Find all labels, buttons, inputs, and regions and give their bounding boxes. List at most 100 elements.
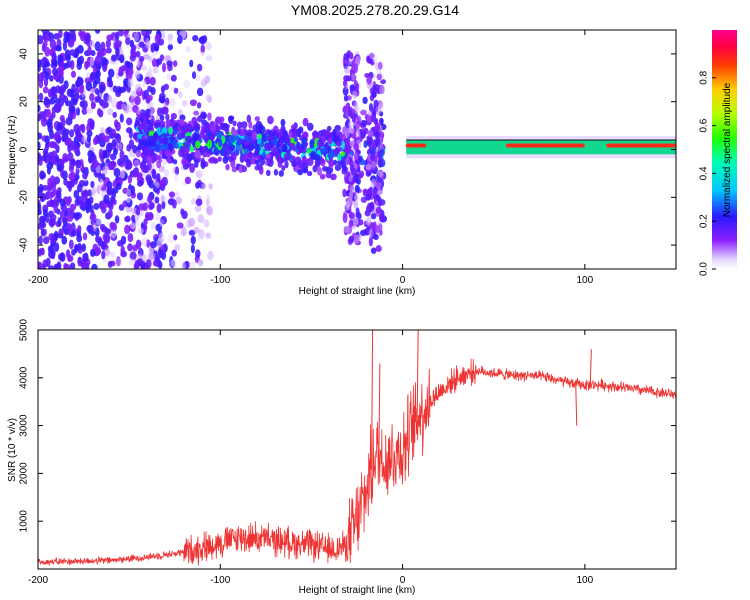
spectrogram-blob <box>152 259 158 267</box>
spectrogram-blob <box>353 216 359 226</box>
spectrogram-blob <box>186 45 191 53</box>
spectrogram-blob <box>353 173 359 182</box>
spectrogram-blob <box>279 140 284 149</box>
spectrogram-blob <box>347 107 353 117</box>
spectrogram-blob <box>136 180 144 187</box>
spectrogram-blob <box>77 225 82 233</box>
spectrogram-blob <box>170 74 177 82</box>
spectrogram-blob <box>145 40 151 49</box>
spectrogram-blob <box>197 234 204 242</box>
spectrogram-blob <box>126 188 131 196</box>
spectrogram-blob <box>174 166 180 176</box>
spectrogram-blob <box>334 147 340 154</box>
spectrogram-blob <box>147 212 154 220</box>
spectrogram-blob <box>340 151 346 157</box>
spectrogram-blob <box>192 132 198 141</box>
spectrogram-blob <box>342 213 348 224</box>
spectrogram-blob <box>106 94 113 103</box>
spectrogram-blob <box>48 98 56 105</box>
spectrogram-blob <box>56 262 61 269</box>
spectrogram-blob <box>173 173 179 183</box>
spectrogram-blob <box>133 159 140 167</box>
spectrogram-blob <box>38 34 44 45</box>
spectrogram-blob <box>267 115 274 125</box>
spectrogram-blob <box>52 67 58 76</box>
spectrogram-blob <box>66 214 74 222</box>
spectrogram-blob <box>63 262 68 269</box>
spectrogram-blob <box>283 129 288 137</box>
spectrogram-blob <box>64 49 71 60</box>
spectrogram-blob <box>197 259 204 268</box>
spectrogram-blob <box>143 218 148 226</box>
spectrogram-blob <box>344 65 351 75</box>
spectrogram-blob <box>86 224 94 233</box>
spectrogram-blob <box>367 129 374 137</box>
spectrogram-blob <box>79 84 84 95</box>
spectrogram-blob <box>349 84 356 92</box>
spectrogram-layer <box>38 30 676 269</box>
spectrogram-blob <box>374 225 381 234</box>
spectrogram-blob <box>174 244 181 252</box>
spectrogram-blob <box>151 58 157 67</box>
spectrogram-blob <box>64 209 69 217</box>
spectrogram-blob <box>68 104 75 113</box>
spectrogram-blob <box>97 107 102 116</box>
spectrogram-blob <box>89 56 95 67</box>
spectrogram-blob <box>38 209 42 216</box>
spectrogram-blob <box>146 94 153 102</box>
spectrogram-blob <box>375 194 381 202</box>
spectrogram-blob <box>138 41 145 48</box>
spectrogram-blob <box>51 51 57 60</box>
tone-peak <box>405 143 427 148</box>
spectrogram-blob <box>160 30 166 40</box>
spectrogram-blob <box>368 102 374 112</box>
spectrogram-blob <box>248 120 253 129</box>
spectrogram-blob <box>345 130 350 138</box>
spectrogram-blob <box>195 181 200 189</box>
spectrogram-y-tick-label: 20 <box>19 96 30 108</box>
spectrogram-blob <box>63 95 69 104</box>
spectrogram-blob <box>375 206 382 214</box>
spectrogram-blob <box>85 81 93 92</box>
spectrogram-blob <box>152 66 159 74</box>
snr-spike <box>378 363 381 457</box>
spectrogram-blob <box>85 71 91 79</box>
spectrogram-blob <box>119 113 124 123</box>
spectrogram-blob <box>150 54 155 61</box>
spectrogram-blob <box>38 132 43 140</box>
tone-peak <box>606 143 676 148</box>
spectrogram-blob <box>72 212 80 220</box>
spectrogram-blob <box>349 163 354 173</box>
spectrogram-blob <box>265 169 271 177</box>
spectrogram-blob <box>348 235 355 244</box>
spectrogram-blob <box>241 121 248 129</box>
spectrogram-blob <box>348 120 354 129</box>
spectrogram-blob <box>115 257 122 267</box>
spectrogram-blob <box>351 112 357 123</box>
spectrogram-blob <box>335 140 342 147</box>
spectrogram-blob <box>76 234 83 243</box>
spectrogram-blob <box>109 221 115 230</box>
spectrogram-blob <box>141 237 148 247</box>
spectrogram-blob <box>69 129 75 138</box>
spectrogram-blob <box>136 192 144 201</box>
spectrogram-blob <box>167 38 173 46</box>
spectrogram-blob <box>154 44 160 52</box>
spectrogram-blob <box>179 114 186 121</box>
spectrogram-blob <box>376 73 383 81</box>
spectrogram-blob <box>219 148 226 157</box>
spectrogram-blob <box>360 109 367 116</box>
spectrogram-blob <box>229 144 236 151</box>
colorbar-tick-label: 0.2 <box>699 214 710 228</box>
spectrogram-blob <box>354 184 360 193</box>
spectrogram-blob <box>143 127 149 134</box>
spectrogram-blob <box>198 170 203 181</box>
spectrogram-blob <box>110 229 117 239</box>
snr-spike <box>575 383 578 426</box>
spectrogram-blob <box>60 168 65 178</box>
spectrogram-blob <box>371 109 377 118</box>
spectrogram-blob <box>156 203 162 214</box>
spectrogram-blob <box>293 136 299 143</box>
spectrogram-blob <box>329 173 337 181</box>
spectrogram-blob <box>40 193 47 201</box>
